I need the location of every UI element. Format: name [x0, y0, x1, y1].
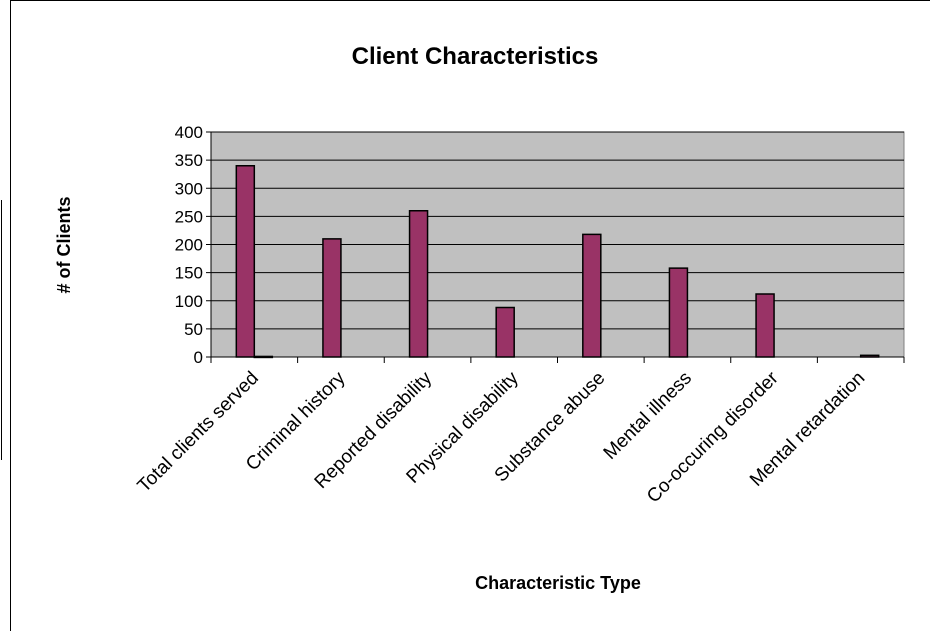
y-tick-label: 350	[175, 151, 203, 170]
bar	[582, 233, 602, 358]
y-tick-label: 400	[175, 123, 203, 142]
bar	[668, 267, 689, 358]
y-tick-label: 250	[175, 207, 203, 226]
plot-area: 0 50 100 150 200 250 300 350 400 Total clients se…	[134, 123, 905, 507]
bar	[495, 306, 515, 358]
y-axis-title: # of Clients	[54, 196, 74, 293]
y-tick-label: 50	[184, 320, 203, 339]
bar	[322, 238, 342, 358]
x-category-label: Total clients served	[134, 368, 263, 497]
y-tick-label: 0	[194, 348, 203, 367]
bar-secondary	[859, 354, 880, 358]
bar-secondary	[253, 355, 274, 359]
y-tick-label: 150	[175, 264, 203, 283]
y-tick-label: 100	[175, 292, 203, 311]
bar	[408, 210, 429, 358]
x-category-label: Mental illness	[600, 368, 696, 464]
y-tick-label: 200	[175, 236, 203, 255]
chart-title: Client Characteristics	[352, 43, 599, 70]
x-axis-title: Characteristic Type	[475, 573, 641, 593]
bar	[755, 293, 775, 358]
bar	[235, 165, 256, 358]
y-tick-label: 300	[175, 179, 203, 198]
